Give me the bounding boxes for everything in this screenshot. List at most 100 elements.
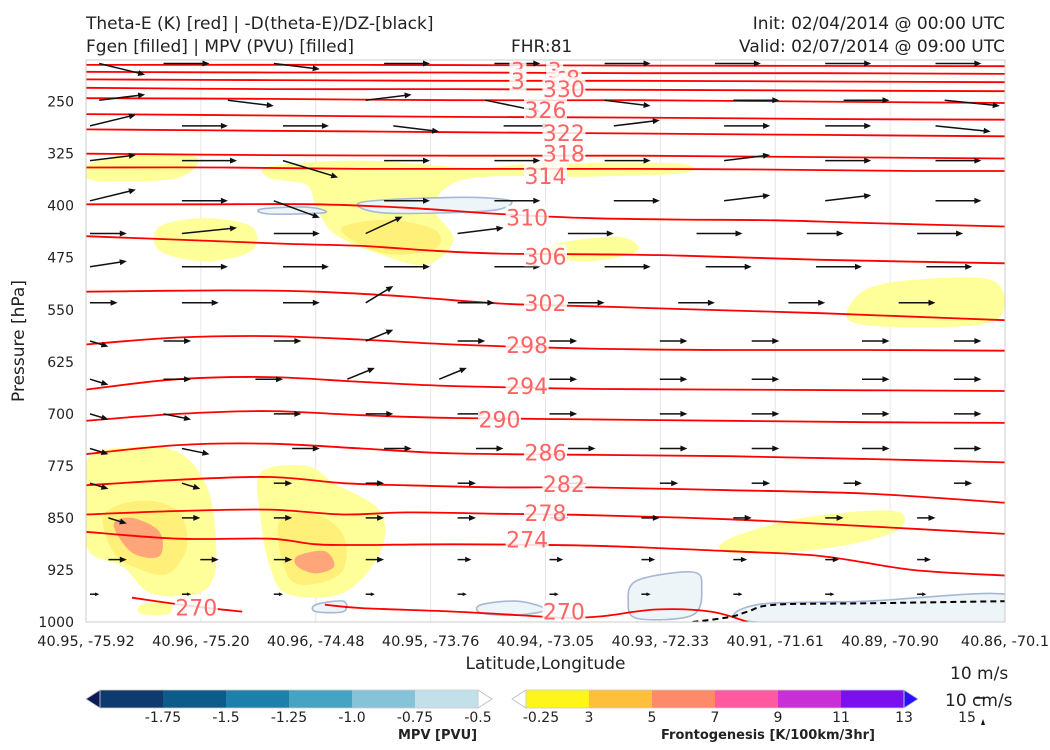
wind-vector [163,413,192,421]
y-tick-label: 550 [47,303,74,319]
wind-vector-head [830,592,835,597]
wind-vector-head [606,230,614,237]
x-tick-label: 40.96, -74.48 [267,634,364,650]
wind-vector-shaft [89,261,123,268]
mpv-colorbar-segment [289,690,353,708]
wind-vector-head [992,102,1000,109]
wind-vector [604,263,651,270]
wind-vector [273,230,320,237]
wind-vector-head [370,592,375,597]
wind-vector-shaft [724,194,766,202]
theta-e-label: 274 [506,528,548,553]
wind-vector [90,592,100,597]
wind-vector [825,556,839,563]
wind-vector [181,592,192,597]
wind-vector-head [478,338,486,344]
fgen-region [113,517,163,558]
wind-vector-head [772,376,780,383]
wind-vector [659,445,688,452]
wind-vector [457,225,504,235]
wind-vector [825,514,844,521]
wind-vector-head [367,367,375,374]
plot-frame [85,59,1006,623]
wind-vector-head [974,445,982,452]
fgen-colorbar-label: Frontogenesis [K/100km/3hr] [661,728,875,743]
wind-vector-head [137,92,146,99]
dtheta-dz-contour-layer [692,600,1005,622]
wind-vector [89,188,136,202]
y-tick-label: 775 [47,459,74,475]
wind-vector [347,367,375,380]
fgen-colorbar-tick-label: 5 [648,710,657,726]
wind-vector [273,514,293,521]
wind-vector-head [119,259,127,266]
wind-vector [917,592,927,597]
wind-vector-head [864,157,872,164]
wind-vector-head [220,197,228,204]
wind-vector [365,514,385,521]
wind-vector [659,338,688,344]
wind-vector-head [330,172,339,179]
wind-vector [567,230,614,237]
wind-vector-head [312,212,320,219]
contour-label-bg [542,599,586,622]
x-tick-label: 40.93, -72.33 [612,634,709,650]
wind-vector-shaft [181,227,233,235]
contour-label-bg [505,205,549,228]
wind-vector [99,62,146,76]
title-left-line2: Fgen [filled] | MPV (PVU) [filled] [86,37,355,57]
wind-vector [393,125,440,134]
wind-vector [696,230,743,237]
wind-vector [935,157,982,164]
theta-e-contour-298 [86,335,1005,352]
mpv-colorbar-segment [163,690,227,708]
wind-vector [273,62,320,72]
wind-vector-head [119,556,127,563]
wind-vector [733,97,780,104]
theta-e-contour-278 [86,508,1005,535]
wind-vector-shaft [181,447,206,455]
contour-label-bg [505,374,549,397]
wind-vector [549,556,564,563]
wind-vector [549,410,578,417]
wind-vector-head [202,449,210,456]
wind-vector-shaft [273,62,316,70]
wind-vector-head [312,299,320,306]
colorbars: -1.75 -1.5 -1.25 -1.0 -0.75 -0.5 -0.25 3 5 7 9 11 13… [85,689,985,726]
fgen-colorbar-segment [589,690,653,708]
wind-vector [751,338,780,344]
wind-vector-head [863,193,872,200]
wind-vector [604,60,651,67]
mpv-contour [356,196,513,215]
wind-vector-head [974,376,982,383]
wind-vector-head [643,157,651,164]
wind-vector-shaft [365,217,399,235]
wind-vector-head [597,299,605,306]
wind-vector [659,480,679,487]
wind-vector-head [220,263,228,270]
wind-vector-head [312,65,320,72]
wind-vector [255,376,283,383]
wind-vector [825,122,872,129]
mpv-colorbar-segment [100,690,164,708]
wind-vector [365,216,403,235]
x-tick-label: 40.91, -71.61 [727,634,824,650]
wind-vector [862,376,890,383]
wind-vector-head [192,483,201,490]
contour-label-bg [542,141,586,164]
wind-vector-head [312,230,320,237]
wind-vector [273,338,302,344]
wind-vector-head [312,445,320,452]
wind-vector-shaft [227,99,270,107]
wind-vector [365,286,394,304]
wind-vector-head [321,263,329,270]
wind-vector [917,514,936,521]
wind-vector-head [230,157,237,164]
wind-vector-head [643,263,651,270]
wind-vector-head [496,445,504,452]
wind-vector [825,60,872,67]
theta-e-contour-306 [86,235,1005,265]
wind-vector [365,592,375,597]
wind-vector-head [974,60,982,67]
wind-vector-head [836,230,844,237]
